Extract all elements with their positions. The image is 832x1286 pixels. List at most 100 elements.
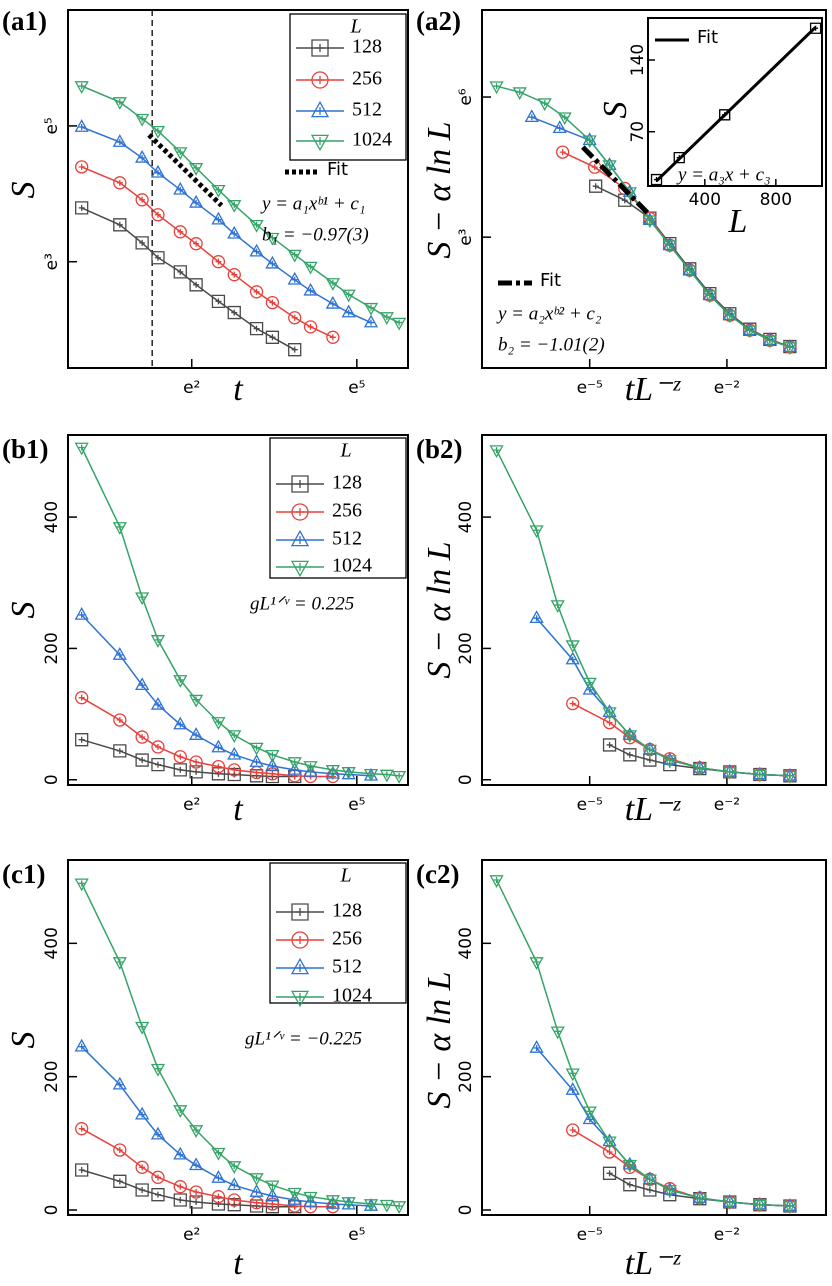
data-marker — [189, 727, 204, 740]
data-marker — [173, 1180, 187, 1194]
legend-marker — [291, 903, 309, 921]
data-marker — [112, 97, 127, 110]
data-marker — [189, 163, 204, 176]
x-tick-label: e⁻² — [714, 795, 740, 815]
data-marker — [135, 753, 149, 767]
data-marker — [303, 282, 318, 296]
data-marker — [537, 98, 552, 112]
data-marker — [75, 733, 89, 747]
series-line — [536, 1047, 790, 1207]
data-marker — [392, 1201, 407, 1214]
data-marker — [75, 201, 89, 215]
data-marker — [150, 1063, 166, 1077]
data-marker — [265, 295, 280, 310]
axes-frame — [481, 434, 827, 786]
data-marker — [752, 769, 767, 783]
y-tick-label: 0 — [42, 774, 62, 785]
data-marker — [227, 1193, 241, 1207]
data-marker — [529, 1040, 544, 1053]
series-line — [81, 1046, 372, 1207]
x-tick-label: 400 — [689, 190, 721, 210]
y-axis-label: S − α ln L — [421, 121, 458, 258]
data-marker — [363, 302, 379, 316]
data-marker — [265, 330, 280, 344]
data-marker — [392, 317, 407, 331]
y-tick-label: 400 — [42, 501, 62, 533]
legend-marker — [291, 931, 309, 949]
data-marker — [589, 179, 603, 193]
data-marker — [623, 748, 637, 762]
data-marker — [173, 1146, 188, 1160]
y-tick-label: 400 — [42, 927, 62, 959]
data-marker — [135, 236, 149, 250]
data-marker — [211, 1147, 226, 1161]
x-tick-label: 800 — [760, 190, 792, 210]
data-marker — [722, 1197, 737, 1210]
x-axis-label: tL⁻ᶻ — [625, 1245, 681, 1282]
data-marker — [287, 249, 302, 263]
data-marker — [565, 1082, 580, 1095]
data-marker — [265, 749, 280, 763]
data-marker — [288, 311, 302, 325]
data-marker — [151, 757, 165, 772]
data-marker — [173, 675, 188, 688]
data-marker — [211, 1197, 226, 1211]
data-marker — [173, 750, 187, 764]
data-marker — [211, 1170, 226, 1183]
x-tick-label: e⁻² — [714, 378, 740, 398]
data-marker — [173, 1193, 187, 1207]
data-marker — [326, 330, 340, 344]
x-axis-label: t — [233, 791, 244, 828]
data-marker — [287, 1187, 302, 1201]
data-marker — [249, 1184, 264, 1197]
data-marker — [722, 310, 737, 324]
data-marker — [379, 312, 394, 325]
data-marker — [211, 184, 226, 198]
data-marker — [113, 1174, 127, 1188]
legend-marker — [311, 71, 329, 89]
legend-box — [289, 13, 407, 161]
data-marker — [529, 957, 544, 970]
x-axis-label: t — [233, 1245, 244, 1282]
y-tick-label: e³ — [456, 229, 476, 246]
legend-label: 1024 — [332, 555, 372, 577]
data-marker — [642, 215, 657, 229]
data-marker — [662, 240, 677, 254]
data-marker — [512, 87, 527, 101]
data-marker — [74, 442, 89, 456]
fit-line — [147, 133, 224, 208]
series-line — [536, 617, 790, 777]
data-marker — [150, 1126, 166, 1140]
legend-marker — [290, 957, 310, 975]
data-marker — [379, 1199, 394, 1213]
data-marker — [211, 717, 226, 730]
data-marker — [622, 1159, 637, 1173]
data-marker — [211, 255, 226, 269]
series-line — [495, 449, 790, 777]
data-marker — [642, 1174, 657, 1188]
data-marker — [112, 1076, 127, 1090]
y-tick-label: 0 — [456, 774, 476, 785]
legend-label: 128 — [332, 472, 362, 494]
series-line — [595, 185, 791, 348]
data-marker — [74, 878, 89, 892]
legend-title: L — [339, 865, 351, 887]
data-marker — [211, 759, 226, 774]
data-marker — [249, 1196, 264, 1210]
y-axis-label: S — [5, 182, 42, 199]
data-marker — [189, 1195, 203, 1209]
y-axis-label: S − α ln L — [421, 541, 458, 678]
data-marker — [249, 243, 264, 257]
data-marker — [602, 707, 617, 721]
annotation: gL¹ᐟᵛ = −0.225 — [245, 1028, 362, 1049]
data-marker — [112, 647, 127, 660]
data-marker — [227, 225, 242, 239]
data-marker — [135, 677, 150, 691]
data-marker — [189, 237, 203, 251]
data-marker — [189, 694, 204, 708]
data-marker — [173, 181, 188, 195]
data-marker — [602, 1136, 617, 1150]
fit-line — [655, 26, 817, 182]
data-marker — [113, 744, 127, 758]
data-marker — [211, 739, 226, 753]
